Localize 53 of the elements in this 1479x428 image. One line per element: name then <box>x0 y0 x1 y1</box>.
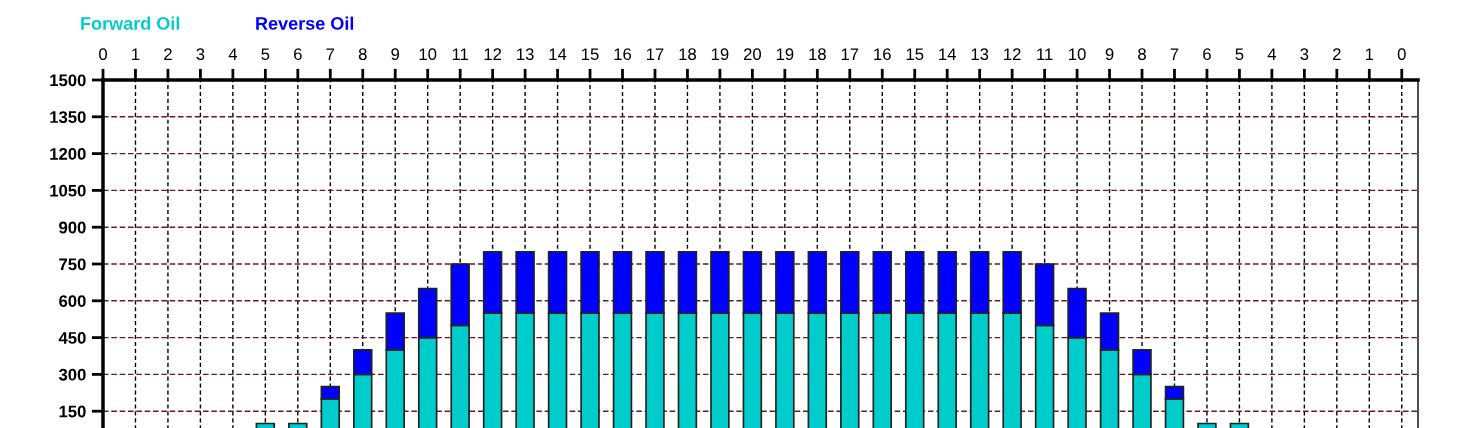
x-tick-label: 6 <box>294 48 302 61</box>
x-tick-label: 0 <box>99 48 107 61</box>
x-tick-label: 9 <box>391 48 400 61</box>
x-tick-label: 6 <box>1203 48 1211 61</box>
x-tick-label: 12 <box>1004 48 1021 60</box>
x-tick-label: 14 <box>549 48 567 60</box>
x-tick-label: 1 <box>132 48 140 60</box>
x-tick-label: 3 <box>196 48 205 61</box>
x-tick-label: 10 <box>1069 48 1086 61</box>
x-tick-label: 13 <box>517 48 534 61</box>
x-tick-label: 4 <box>228 48 238 60</box>
x-tick-label: 3 <box>1300 48 1309 61</box>
x-tick-label: 10 <box>419 48 437 61</box>
y-tick-label: 150 <box>59 405 86 418</box>
x-tick-label: 1 <box>1365 48 1374 60</box>
x-tick-label: 15 <box>582 48 599 61</box>
y-tick-label: 300 <box>58 368 86 381</box>
x-tick-label: 12 <box>484 48 502 60</box>
y-tick-label: 750 <box>59 258 86 271</box>
x-tick-label: 5 <box>261 48 270 61</box>
x-tick-label: 19 <box>711 48 729 61</box>
x-tick-label: 17 <box>646 48 664 60</box>
x-tick-label: 0 <box>1397 48 1406 61</box>
x-tick-label: 8 <box>1138 48 1146 61</box>
x-tick-label: 20 <box>743 48 761 61</box>
x-tick-label: 4 <box>1267 48 1277 60</box>
x-tick-label: 7 <box>1170 48 1179 60</box>
x-tick-label: 16 <box>614 48 632 61</box>
x-tick-label: 11 <box>452 48 468 60</box>
x-tick-label: 13 <box>971 48 989 61</box>
y-tick-label: 1500 <box>50 74 86 87</box>
x-tick-label: 2 <box>164 48 172 60</box>
y-tick-label: 900 <box>59 221 86 234</box>
y-tick-label: 450 <box>58 332 86 344</box>
y-tick-label: 1050 <box>50 184 86 197</box>
x-tick-label: 15 <box>906 48 924 61</box>
x-tick-label: 17 <box>841 48 859 60</box>
y-tick-label: 1350 <box>50 111 86 124</box>
x-tick-label: 5 <box>1235 48 1244 61</box>
y-tick-label: 1200 <box>50 148 86 160</box>
text: Forward Oil <box>81 16 180 30</box>
x-tick-label: 16 <box>874 48 891 61</box>
x-tick-label: 9 <box>1105 48 1114 61</box>
x-tick-label: 19 <box>776 48 794 61</box>
x-tick-label: 2 <box>1333 48 1341 60</box>
x-tick-label: 14 <box>939 48 956 60</box>
x-tick-label: 18 <box>809 48 826 61</box>
x-tick-label: 11 <box>1037 48 1053 60</box>
y-tick-label: 600 <box>59 295 86 307</box>
text: Reverse Oil <box>256 16 354 30</box>
x-tick-label: 18 <box>679 48 696 61</box>
x-tick-label: 8 <box>358 48 367 61</box>
x-tick-label: 7 <box>326 48 335 60</box>
